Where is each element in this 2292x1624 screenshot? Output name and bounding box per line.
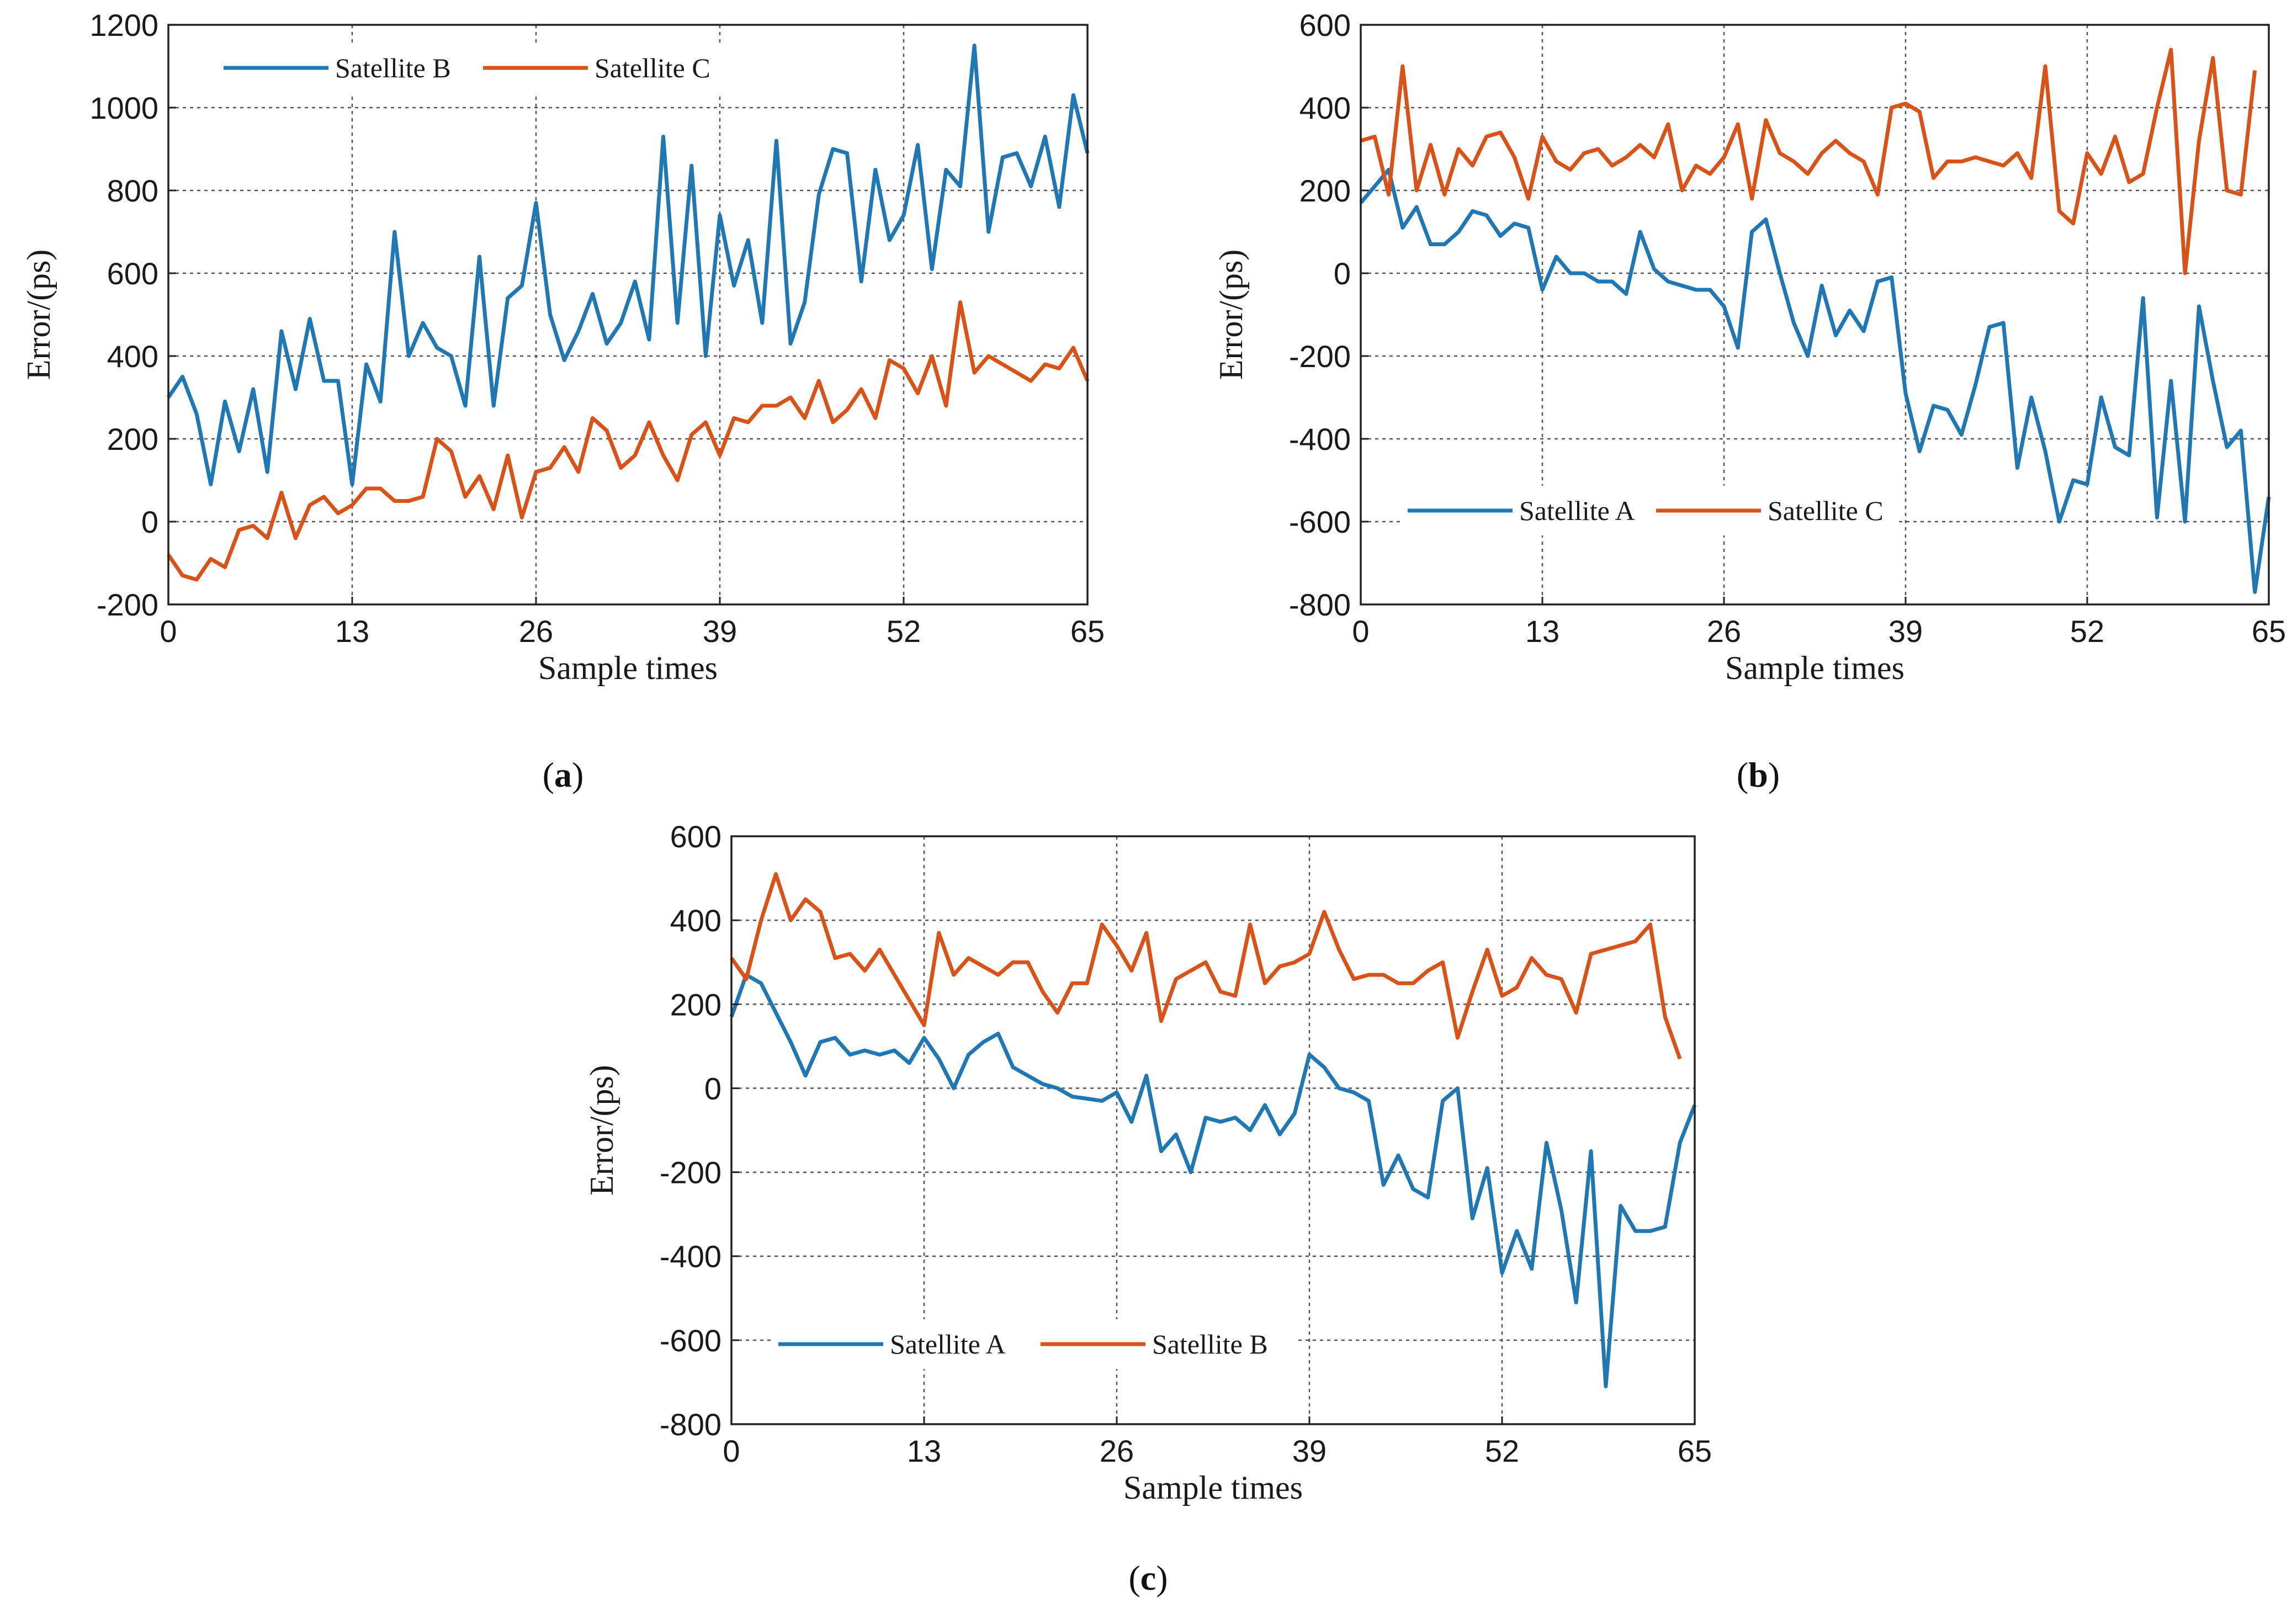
legend: Satellite B Satellite C xyxy=(218,43,737,93)
y-tick-label: -800 xyxy=(1289,587,1351,622)
x-tick-label: 65 xyxy=(1070,614,1105,649)
x-axis-label: Sample times xyxy=(538,650,718,686)
y-tick-label: -200 xyxy=(1289,339,1351,374)
tick-labels: 0 13 26 39 52 65 -800 -600 -400 -200 0 200 400 600 xyxy=(1289,8,2286,649)
y-tick-label: 0 xyxy=(1334,256,1351,291)
y-tick-label: -800 xyxy=(660,1407,721,1442)
series-line-satellite-b xyxy=(730,872,1682,1060)
gridlines xyxy=(168,25,1087,604)
x-tick-label: 0 xyxy=(1352,614,1369,649)
legend-label-series-0: Satellite A xyxy=(890,1329,1006,1360)
x-tick-label: 13 xyxy=(335,614,369,649)
y-tick-label: -600 xyxy=(660,1323,721,1358)
series-line-satellite-c xyxy=(167,300,1090,582)
x-tick-label: 65 xyxy=(2252,614,2286,649)
legend: Satellite A Satellite C xyxy=(1402,486,1899,535)
y-tick-label: 600 xyxy=(107,256,158,291)
y-tick-label: 200 xyxy=(1299,173,1351,208)
series-lines xyxy=(1359,47,2271,594)
x-tick-label: 65 xyxy=(1678,1434,1712,1468)
y-tick-label: -600 xyxy=(1289,505,1351,539)
x-tick-label: 52 xyxy=(2070,614,2104,649)
legend: Satellite A Satellite B xyxy=(773,1319,1297,1369)
y-tick-label: 1200 xyxy=(89,8,158,43)
panel-label: (c) xyxy=(1128,1558,1168,1598)
y-tick-label: 1000 xyxy=(89,91,158,125)
series-lines xyxy=(729,872,1697,1388)
x-tick-label: 52 xyxy=(1485,1434,1519,1468)
series-line-satellite-b xyxy=(167,44,1090,486)
chart-panel-c: 0 13 26 39 52 65 -800 -600 -400 -200 0 200 400 600 Sa… xyxy=(583,819,1712,1598)
legend-label-series-0: Satellite B xyxy=(335,52,451,83)
y-tick-label: -200 xyxy=(97,587,158,622)
tick-labels: 0 13 26 39 52 65 -800 -600 -400 -200 0 200 400 600 xyxy=(660,819,1712,1468)
series-line-satellite-a xyxy=(1359,168,2271,594)
y-tick-label: 400 xyxy=(1299,91,1351,125)
x-tick-label: 0 xyxy=(723,1434,740,1468)
y-tick-label: 400 xyxy=(107,339,158,374)
panel-label: (b) xyxy=(1737,755,1780,794)
y-axis-label: Error/(ps) xyxy=(583,1065,620,1196)
x-tick-label: 26 xyxy=(519,614,553,649)
plot-frame xyxy=(730,835,1696,1425)
series-line-satellite-c xyxy=(1360,47,2257,275)
y-tick-label: -400 xyxy=(660,1239,721,1274)
x-tick-label: 39 xyxy=(703,614,737,649)
x-tick-label: 26 xyxy=(1100,1434,1134,1468)
y-tick-label: 400 xyxy=(670,903,721,938)
y-tick-label: -200 xyxy=(660,1155,721,1190)
y-tick-label: 600 xyxy=(1299,8,1351,43)
y-axis-label: Error/(ps) xyxy=(20,250,57,380)
chart-panel-b: 0 13 26 39 52 65 -800 -600 -400 -200 0 200 400 600 Sa… xyxy=(1213,8,2286,794)
x-axis-label: Sample times xyxy=(1725,650,1904,686)
legend-label-series-0: Satellite A xyxy=(1519,495,1635,526)
y-tick-label: 0 xyxy=(704,1071,721,1106)
legend-label-series-1: Satellite B xyxy=(1152,1329,1268,1360)
legend-label-series-1: Satellite C xyxy=(595,52,710,83)
plot-frame xyxy=(1360,24,2270,606)
panel-label: (a) xyxy=(543,755,584,794)
y-tick-label: -400 xyxy=(1289,422,1351,457)
y-tick-label: 200 xyxy=(107,422,158,457)
y-tick-label: 0 xyxy=(141,505,158,539)
x-tick-label: 13 xyxy=(1525,614,1559,649)
series-lines xyxy=(167,44,1090,582)
legend-label-series-1: Satellite C xyxy=(1768,495,1884,526)
x-tick-label: 0 xyxy=(160,614,177,649)
series-line-satellite-a xyxy=(729,973,1697,1388)
x-tick-label: 39 xyxy=(1292,1434,1327,1468)
y-tick-label: 200 xyxy=(670,987,721,1022)
plot-frame xyxy=(167,24,1089,606)
y-tick-label: 600 xyxy=(670,819,721,854)
y-axis-label: Error/(ps) xyxy=(1213,250,1249,380)
x-tick-label: 39 xyxy=(1888,614,1923,649)
x-tick-label: 52 xyxy=(887,614,921,649)
x-axis-label: Sample times xyxy=(1123,1469,1303,1506)
x-tick-label: 13 xyxy=(907,1434,941,1468)
x-tick-label: 26 xyxy=(1707,614,1741,649)
y-tick-label: 800 xyxy=(107,173,158,208)
